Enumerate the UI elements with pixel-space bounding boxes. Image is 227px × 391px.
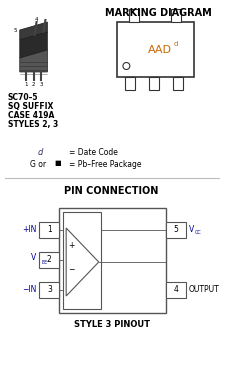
Text: 1: 1 [47, 226, 52, 235]
Text: V: V [31, 253, 37, 262]
Text: −IN: −IN [22, 285, 37, 294]
Bar [166, 282, 186, 298]
Text: 4: 4 [173, 285, 178, 294]
Text: +IN: +IN [22, 226, 37, 235]
Text: 3: 3 [47, 285, 52, 294]
Text: AAD: AAD [148, 45, 172, 55]
Bar [171, 9, 181, 22]
Text: 1: 1 [24, 82, 27, 87]
Bar [149, 77, 159, 90]
Bar [166, 222, 186, 238]
Bar [63, 212, 101, 309]
Polygon shape [20, 32, 47, 58]
Text: PIN CONNECTION: PIN CONNECTION [64, 186, 159, 196]
Bar [173, 77, 183, 90]
Circle shape [123, 63, 130, 70]
Text: = Date Code: = Date Code [69, 148, 118, 157]
Text: OUTPUT: OUTPUT [189, 285, 219, 294]
Text: EE: EE [42, 260, 48, 264]
Bar [125, 77, 135, 90]
Text: CC: CC [195, 230, 201, 235]
Text: G or: G or [30, 160, 48, 169]
Text: −: − [68, 265, 74, 274]
Text: d: d [37, 148, 43, 157]
Text: STYLE 3 PINOUT: STYLE 3 PINOUT [74, 320, 150, 329]
Text: 5: 5 [173, 226, 178, 235]
Text: = Pb–Free Package: = Pb–Free Package [69, 160, 142, 169]
Text: 5: 5 [13, 28, 17, 33]
Bar [39, 252, 59, 268]
Bar [116, 22, 194, 77]
Text: +: + [68, 242, 74, 251]
Bar [59, 208, 166, 313]
Text: SQ SUFFIX: SQ SUFFIX [8, 102, 53, 111]
Polygon shape [20, 22, 47, 40]
Text: MARKING DIAGRAM: MARKING DIAGRAM [105, 8, 211, 18]
Polygon shape [20, 50, 47, 72]
Polygon shape [66, 228, 99, 296]
Text: V: V [189, 224, 194, 233]
Bar [39, 222, 59, 238]
Bar [129, 9, 139, 22]
Text: 2: 2 [47, 255, 52, 264]
Text: 2: 2 [32, 82, 35, 87]
Text: ■: ■ [54, 160, 61, 166]
Text: STYLES 2, 3: STYLES 2, 3 [8, 120, 58, 129]
Text: 3: 3 [40, 82, 43, 87]
Text: SC70–5: SC70–5 [8, 93, 38, 102]
Bar [39, 282, 59, 298]
Text: CASE 419A: CASE 419A [8, 111, 54, 120]
Text: 4: 4 [35, 17, 38, 22]
Text: d: d [174, 41, 178, 47]
